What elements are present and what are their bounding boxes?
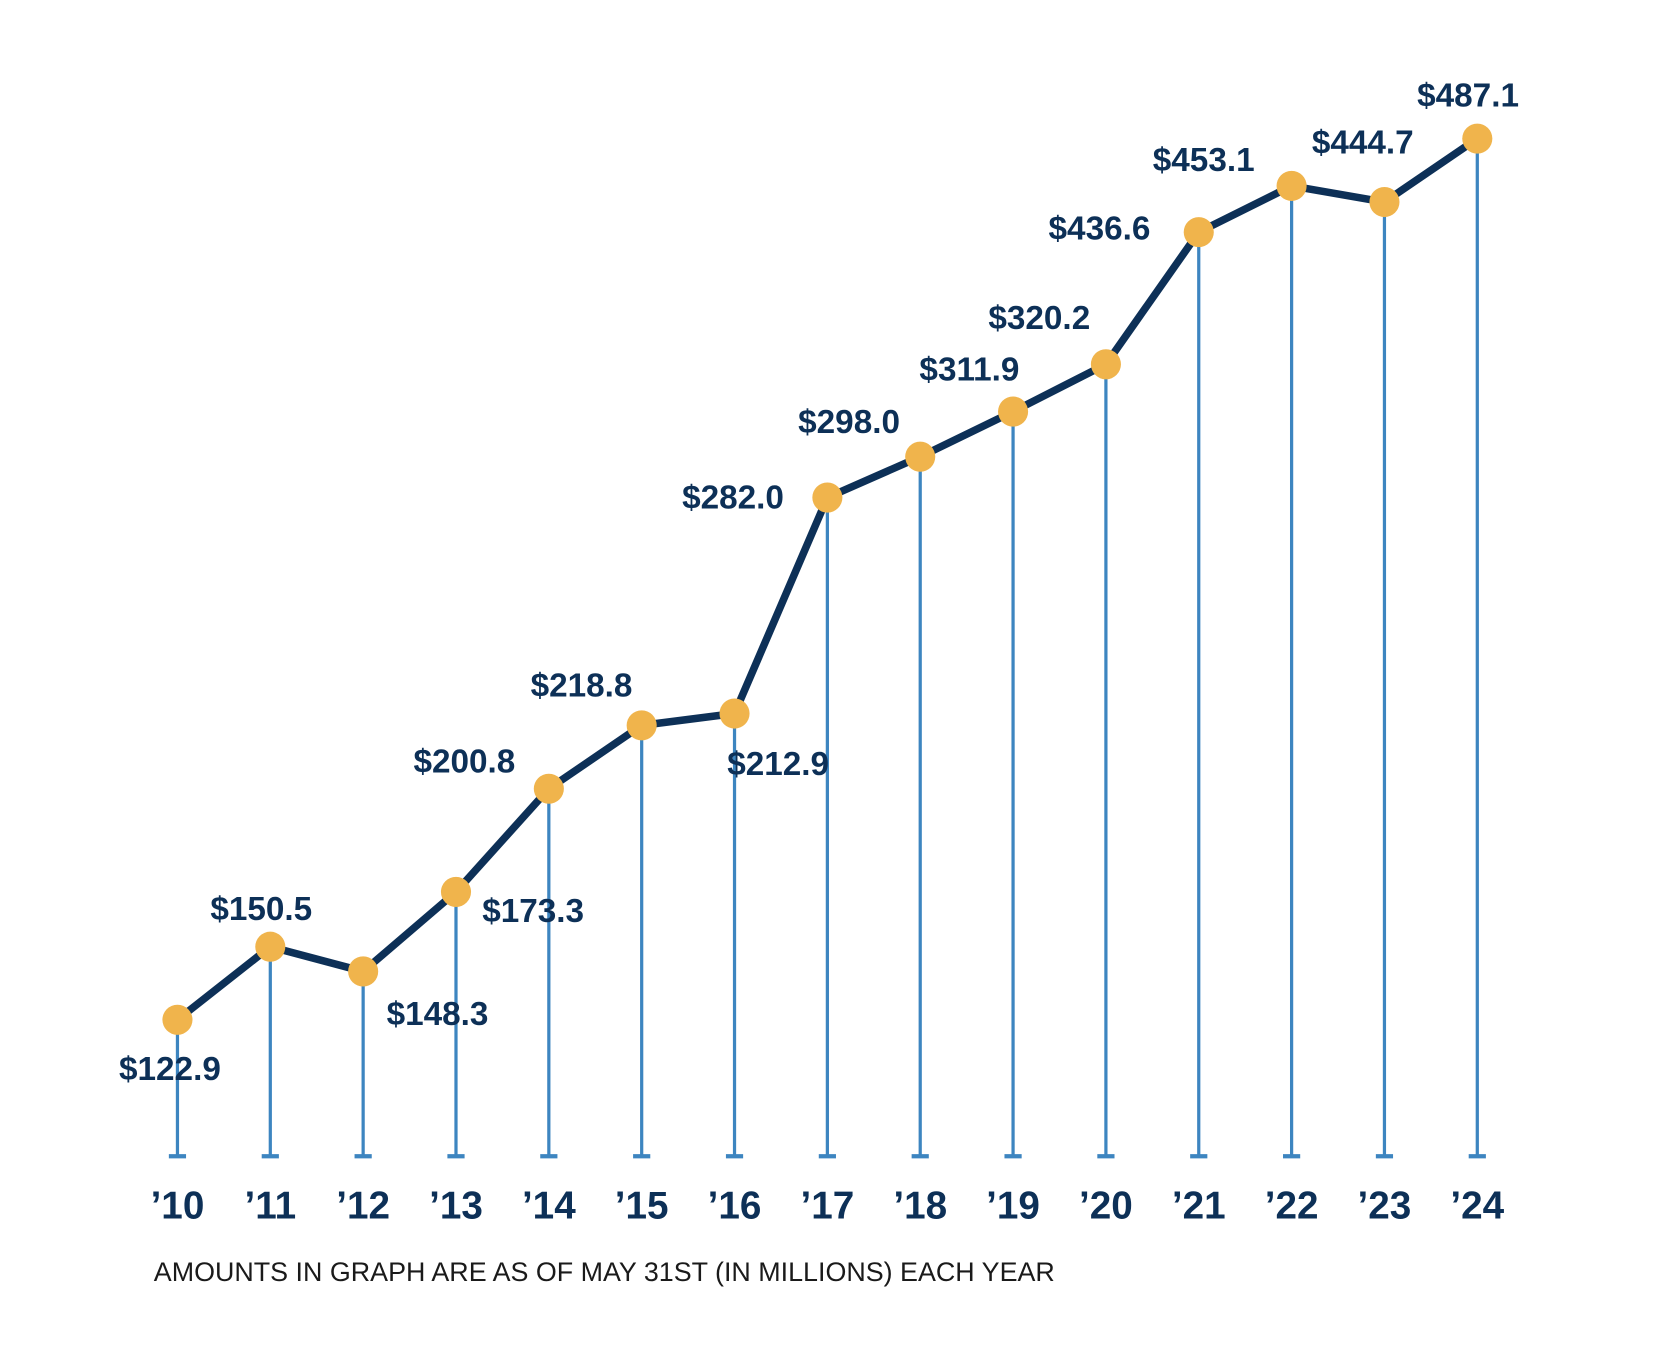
data-point [812,482,843,513]
data-label: $487.1 [1417,77,1519,114]
data-point [1090,349,1121,380]
data-label: $212.9 [727,746,829,783]
data-label: $173.3 [482,893,584,930]
data-label: $148.3 [387,996,489,1033]
x-tick-label: ’23 [1358,1185,1412,1228]
data-point [533,773,564,804]
x-tick-label: ’20 [1079,1185,1133,1228]
data-point [719,698,750,729]
data-point [1276,170,1307,201]
data-point [1183,217,1214,248]
data-label: $320.2 [988,300,1090,337]
x-tick-label: ’21 [1172,1185,1226,1228]
data-label: $150.5 [210,891,312,928]
data-label: $298.0 [798,404,900,441]
data-point [440,876,472,907]
data-point [162,1004,193,1035]
data-point [348,956,379,987]
x-tick-label: ’16 [708,1185,762,1228]
data-point [905,441,936,472]
x-tick-label: ’24 [1450,1185,1504,1228]
data-point [626,710,657,741]
x-tick-label: ’18 [893,1185,947,1228]
data-label: $218.8 [531,667,633,704]
x-tick-label: ’14 [522,1185,576,1228]
x-tick-label: ’19 [986,1185,1040,1228]
x-tick-label: ’12 [336,1185,390,1228]
data-point [998,396,1029,427]
footnote: AMOUNTS IN GRAPH ARE AS OF MAY 31ST (IN … [154,1257,1055,1287]
data-label: $311.9 [919,351,1019,388]
x-tick-label: ’17 [800,1185,854,1228]
data-point [1369,186,1400,218]
data-label: $282.0 [682,479,784,516]
x-tick-label: ’15 [615,1185,669,1228]
data-point [1462,123,1493,154]
data-label: $200.8 [413,744,515,781]
data-label: $122.9 [119,1051,221,1088]
data-point [255,931,286,962]
data-label: $444.7 [1312,125,1414,162]
data-label: $453.1 [1153,142,1255,179]
x-tick-label: ’10 [151,1185,205,1228]
data-label: $436.6 [1049,211,1151,248]
x-tick-label: ’13 [429,1185,483,1228]
x-tick-label: ’22 [1265,1185,1319,1228]
x-tick-label: ’11 [244,1185,296,1228]
